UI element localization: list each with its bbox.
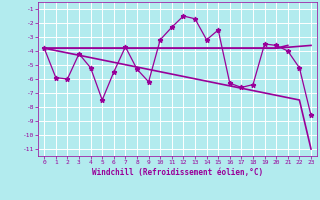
X-axis label: Windchill (Refroidissement éolien,°C): Windchill (Refroidissement éolien,°C) bbox=[92, 168, 263, 177]
